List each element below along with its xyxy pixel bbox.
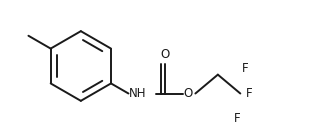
Text: F: F (246, 87, 253, 100)
Text: O: O (183, 87, 193, 100)
Text: NH: NH (129, 87, 146, 100)
Text: F: F (242, 62, 249, 75)
Text: F: F (234, 112, 241, 125)
Text: O: O (161, 48, 170, 60)
